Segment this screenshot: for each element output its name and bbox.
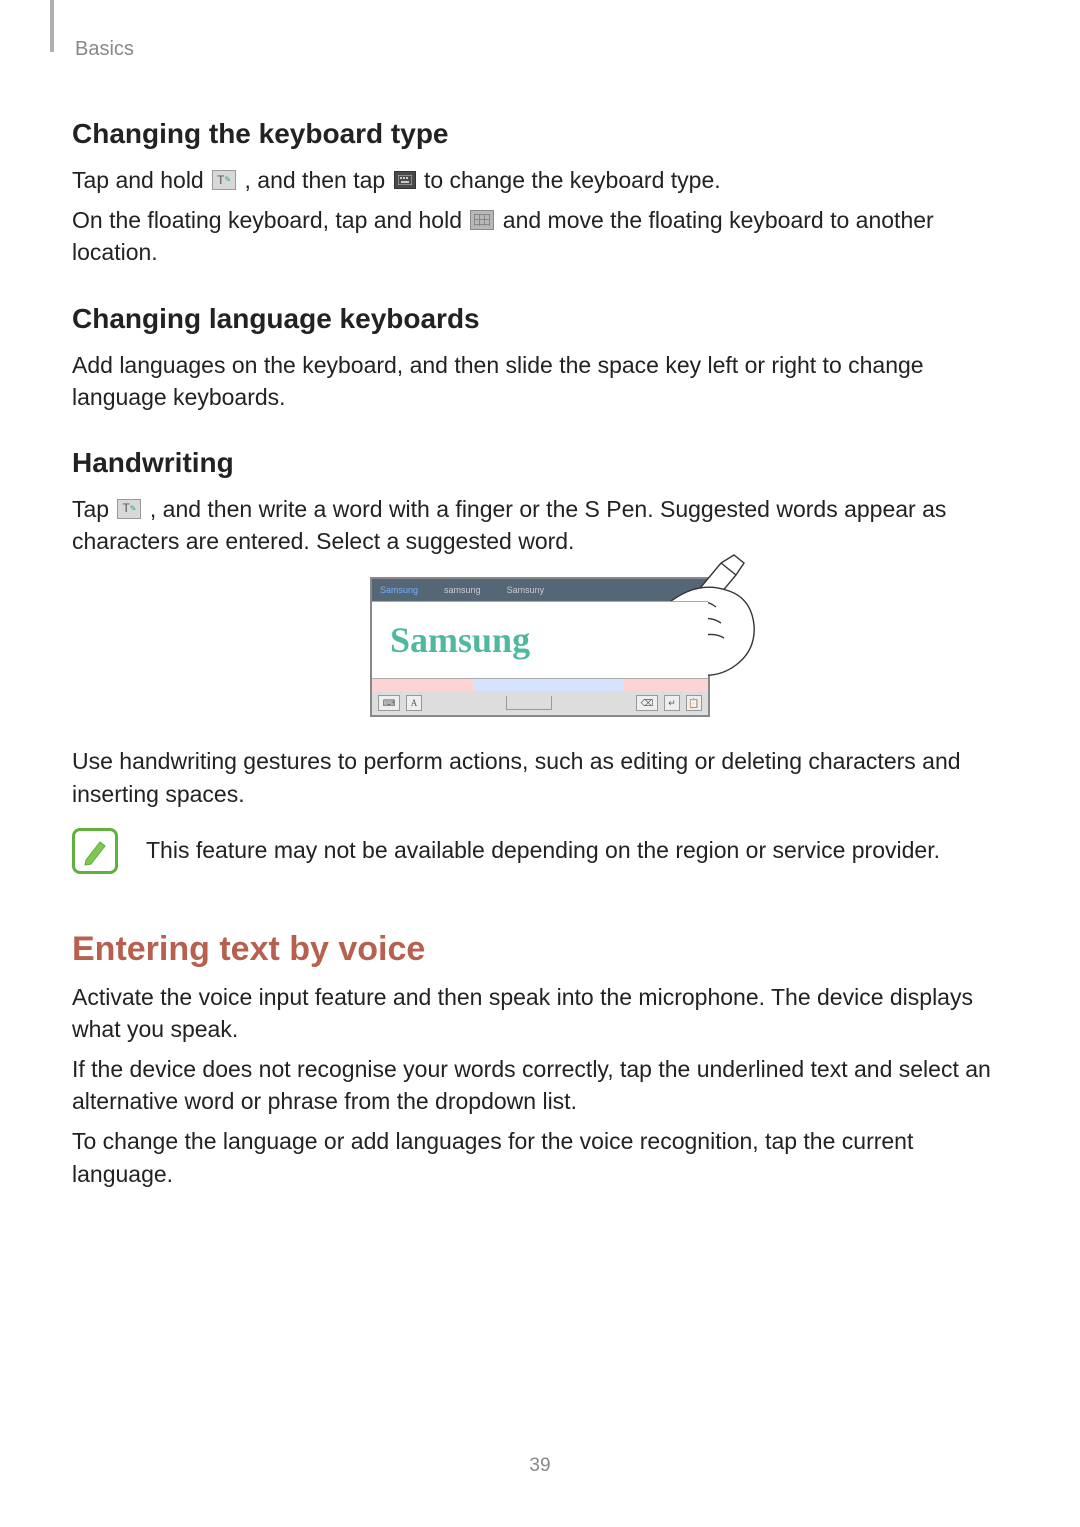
handwritten-text: Samsung: [390, 619, 530, 661]
suggestion-word: samsung: [444, 585, 481, 595]
text-fragment: to change the keyboard type.: [424, 167, 721, 193]
paragraph: To change the language or add languages …: [72, 1125, 1008, 1189]
t-pen-icon: T✎: [117, 499, 141, 519]
suggestion-word: Samsung: [380, 585, 418, 595]
text-fragment: , and then write a word with a finger or…: [72, 496, 946, 554]
heading-keyboard-type: Changing the keyboard type: [72, 118, 1008, 150]
keyboard-toggle-icon: ⌨: [378, 695, 400, 711]
keyboard-type-icon: [394, 171, 416, 189]
suggestion-word: Samsuny: [507, 585, 545, 595]
section-voice: Entering text by voice Activate the voic…: [72, 930, 1008, 1190]
section-keyboard-type: Changing the keyboard type Tap and hold …: [72, 118, 1008, 269]
paragraph: Tap and hold T✎ , and then tap to change…: [72, 164, 1008, 196]
section-handwriting: Handwriting Tap T✎ , and then write a wo…: [72, 447, 1008, 874]
pen-mode-icon: A: [406, 695, 422, 711]
heading-language: Changing language keyboards: [72, 303, 1008, 335]
paragraph: Add languages on the keyboard, and then …: [72, 349, 1008, 413]
header-rule: [50, 0, 54, 52]
note-text: This feature may not be available depend…: [146, 837, 940, 864]
page-content: Changing the keyboard type Tap and hold …: [72, 118, 1008, 1190]
breadcrumb: Basics: [75, 38, 134, 61]
heading-voice: Entering text by voice: [72, 930, 1008, 969]
text-fragment: Tap: [72, 496, 115, 522]
note-icon: [72, 828, 118, 874]
page-number: 39: [0, 1455, 1080, 1477]
handwriting-guide-bar: [372, 679, 708, 691]
text-fragment: Tap and hold: [72, 167, 210, 193]
heading-handwriting: Handwriting: [72, 447, 1008, 479]
paragraph: Tap T✎ , and then write a word with a fi…: [72, 493, 1008, 557]
t-pen-icon: T✎: [212, 170, 236, 190]
drag-handle-icon: [470, 210, 494, 230]
paragraph: On the floating keyboard, tap and hold a…: [72, 204, 1008, 268]
paragraph: If the device does not recognise your wo…: [72, 1053, 1008, 1117]
section-language: Changing language keyboards Add language…: [72, 303, 1008, 413]
text-fragment: On the floating keyboard, tap and hold: [72, 207, 468, 233]
clipboard-icon: 📋: [686, 695, 702, 711]
paragraph: Use handwriting gestures to perform acti…: [72, 745, 1008, 809]
space-key-icon: [506, 696, 552, 710]
handwriting-figure: Samsung samsung Samsuny Samsung ⌨ A: [370, 577, 710, 717]
paragraph: Activate the voice input feature and the…: [72, 981, 1008, 1045]
text-fragment: , and then tap: [245, 167, 392, 193]
handwriting-area: Samsung: [372, 601, 708, 679]
backspace-icon: ⌫: [636, 695, 658, 711]
enter-icon: ↵: [664, 695, 680, 711]
note-callout: This feature may not be available depend…: [72, 828, 1008, 874]
